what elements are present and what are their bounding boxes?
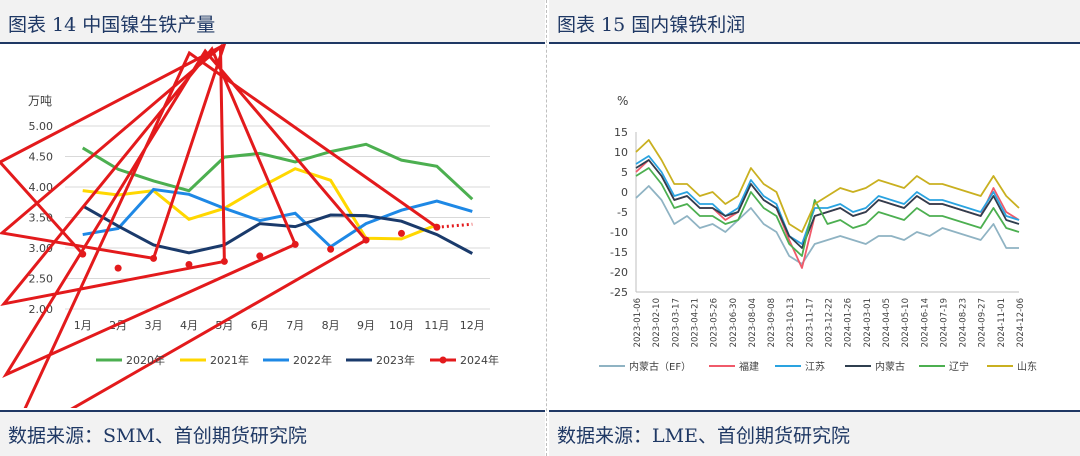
y-tick-label: -10 <box>610 226 628 239</box>
source-bar: 数据来源：LME、首创期货研究院 <box>549 410 1080 456</box>
legend-marker-2024年 <box>439 356 447 364</box>
x-tick-label: 2024-08-23 <box>959 298 969 347</box>
legend-label: 2023年 <box>376 353 415 367</box>
x-tick-label: 2023-01-06 <box>633 298 643 347</box>
x-tick-label: 8月 <box>322 319 340 332</box>
y-axis-unit-label: 万吨 <box>28 94 52 108</box>
series-line-山东 <box>635 139 1020 233</box>
x-tick-label: 2024-06-14 <box>920 298 930 347</box>
source-bar: 数据来源：SMM、首创期货研究院 <box>0 410 545 456</box>
series-line-2024年 <box>0 44 438 408</box>
x-tick-label: 2024-05-10 <box>901 298 911 347</box>
data-point-2024年 <box>397 229 405 237</box>
x-tick-label: 2023-08-04 <box>748 298 758 347</box>
data-point-2024年 <box>220 257 228 265</box>
x-tick-label: 10月 <box>389 319 414 332</box>
y-tick-label: 0 <box>621 186 628 199</box>
series-line-江苏 <box>635 155 1020 245</box>
legend-label: 2020年 <box>126 353 165 367</box>
data-point-2024年 <box>327 245 335 253</box>
data-point-2024年 <box>362 236 370 244</box>
data-point-2024年 <box>433 223 441 231</box>
x-tick-label: 2023-09-08 <box>767 298 777 347</box>
data-point-2024年 <box>150 254 158 262</box>
x-tick-label: 7月 <box>286 319 304 332</box>
data-source: 数据来源：SMM、首创期货研究院 <box>8 425 307 447</box>
y-tick-label: 10 <box>614 146 628 159</box>
series-line-福建 <box>635 159 1020 269</box>
series-forecast-2024年 <box>436 222 473 229</box>
x-tick-label: 2024-04-05 <box>882 298 892 347</box>
x-tick-label: 2024-03-01 <box>863 298 873 347</box>
x-tick-label: 2023-04-21 <box>690 298 700 347</box>
x-tick-label: 12月 <box>460 319 485 332</box>
x-tick-label: 2024-07-19 <box>939 298 949 347</box>
data-source: 数据来源：LME、首创期货研究院 <box>557 425 850 447</box>
series-line-2021年 <box>82 167 438 241</box>
figure-title: 图表 14 中国镍生铁产量 <box>8 14 216 36</box>
x-tick-label: 2024-11-01 <box>997 298 1007 347</box>
data-point-2024年 <box>79 250 87 258</box>
x-tick-label: 2023-11-17 <box>805 298 815 347</box>
legend-label: 2021年 <box>210 353 249 367</box>
figure-title: 图表 15 国内镍铁利润 <box>557 14 746 36</box>
data-point-2024年 <box>185 260 193 268</box>
x-tick-label: 11月 <box>424 319 449 332</box>
x-tick-label: 2024-12-06 <box>1016 298 1026 347</box>
legend-label: 福建 <box>739 360 759 373</box>
y-tick-label: -20 <box>610 266 628 279</box>
x-tick-label: 2023-05-26 <box>710 298 720 347</box>
y-tick-label: 4.50 <box>29 151 54 164</box>
data-point-2024年 <box>114 264 122 272</box>
series-line-内蒙古（EF） <box>635 185 1019 265</box>
y-tick-label: -5 <box>617 206 628 219</box>
nickel-iron-profit-chart: % 15 10 5 0 -5 -10 -15 -20 -25 2023-01-06 2023-02-1… <box>599 94 1037 373</box>
y-axis-unit-label: % <box>617 94 628 108</box>
legend-label: 山东 <box>1017 360 1037 373</box>
x-tick-label: 2023-03-17 <box>671 298 681 347</box>
x-tick-label: 2023-06-30 <box>729 298 739 347</box>
panel-nickel-pig-iron-output: 图表 14 中国镍生铁产量 万吨 5.00 4.50 4.00 3.50 3.00 2.50… <box>0 0 545 456</box>
legend-label: 2022年 <box>293 353 332 367</box>
legend-label: 2024年 <box>460 353 499 367</box>
y-tick-label: 15 <box>614 126 628 139</box>
data-point-2024年 <box>291 240 299 248</box>
x-tick-label: 6月 <box>251 319 269 332</box>
series-line-辽宁 <box>635 167 1020 257</box>
x-tick-label: 3月 <box>145 319 163 332</box>
legend-label: 内蒙古（EF） <box>629 360 691 373</box>
x-tick-label: 4月 <box>180 319 198 332</box>
legend-label: 内蒙古 <box>875 360 905 373</box>
legend-label: 辽宁 <box>949 360 969 373</box>
title-bar: 图表 14 中国镍生铁产量 <box>0 0 545 44</box>
title-bar: 图表 15 国内镍铁利润 <box>549 0 1080 44</box>
series-line-内蒙古 <box>635 159 1020 249</box>
y-tick-label: 5 <box>621 166 628 179</box>
y-tick-label: 4.00 <box>29 181 54 194</box>
x-tick-label: 2023-02-10 <box>652 298 662 347</box>
series-line-2020年 <box>81 142 474 201</box>
y-tick-label: 5.00 <box>29 120 54 133</box>
series-line-2023年 <box>81 204 473 255</box>
y-tick-label: -15 <box>610 246 628 259</box>
x-tick-label: 9月 <box>357 319 375 332</box>
legend-label: 江苏 <box>805 360 825 373</box>
x-tick-label: 2023-12-22 <box>825 298 835 347</box>
x-tick-label: 1月 <box>74 319 92 332</box>
x-tick-label: 2024-01-26 <box>844 298 854 347</box>
y-tick-label: -25 <box>610 286 628 299</box>
panel-divider <box>546 0 547 456</box>
panel-nickel-iron-profit: 图表 15 国内镍铁利润 % 15 10 5 0 -5 -10 -15 -20 -25 2023-0… <box>549 0 1080 456</box>
x-tick-label: 2024-09-27 <box>978 298 988 347</box>
data-point-2024年 <box>256 252 264 260</box>
series-line-2022年 <box>82 187 473 249</box>
x-tick-label: 2023-10-13 <box>786 298 796 347</box>
y-tick-label: 2.50 <box>29 273 54 286</box>
